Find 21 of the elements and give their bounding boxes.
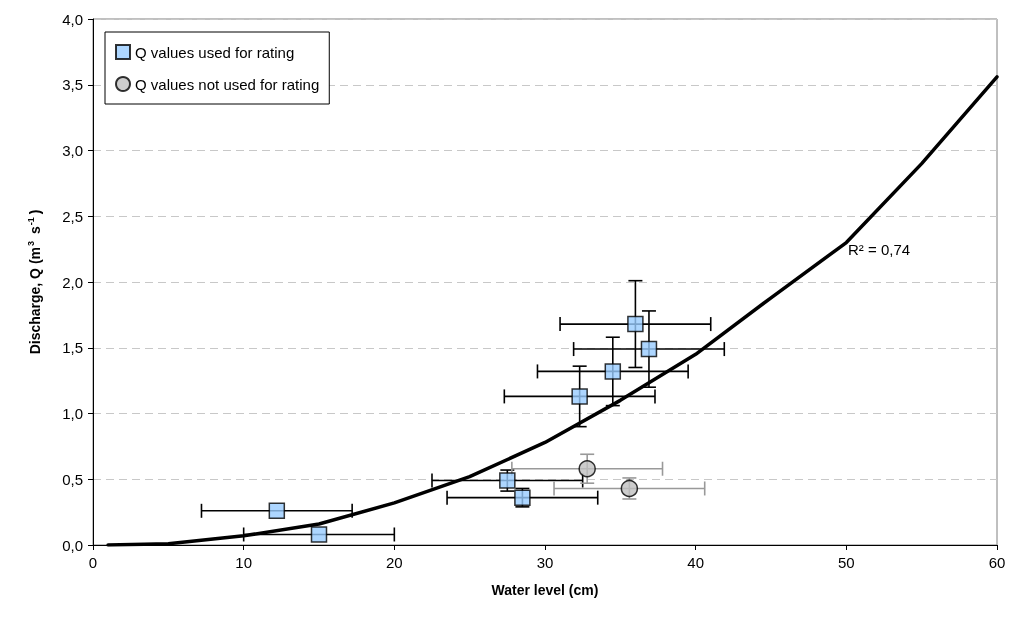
x-tick-label: 0 <box>88 554 98 571</box>
x-tick-label: 30 <box>536 554 554 571</box>
y-tick-label: 0,0 <box>62 536 83 554</box>
x-tick-label: 40 <box>687 554 705 571</box>
y-tick-label: 0,5 <box>62 470 83 488</box>
x-tick-label: 20 <box>385 554 403 571</box>
y-tick-label: 1,0 <box>62 405 83 422</box>
x-tick-label: 50 <box>837 554 855 571</box>
y-tick-label: 1,5 <box>62 339 83 357</box>
y-tick-label: 2,0 <box>62 273 83 291</box>
legend-label: Q values not used for rating <box>135 75 320 93</box>
y-tick-label: 3,0 <box>62 142 83 159</box>
x-axis-title: Water level (cm) <box>491 582 599 598</box>
annotation: R² = 0,74 <box>848 241 911 258</box>
y-tick-label: 2,5 <box>62 207 83 225</box>
y-axis-title: Discharge, Q (m3 s-1) <box>25 209 43 355</box>
x-tick-label: 60 <box>988 554 1006 571</box>
x-tick-label: 10 <box>235 554 253 571</box>
y-tick-label: 3,5 <box>62 76 83 94</box>
y-tick-label: 4,0 <box>62 10 83 28</box>
legend-label: Q values used for rating <box>135 43 295 61</box>
